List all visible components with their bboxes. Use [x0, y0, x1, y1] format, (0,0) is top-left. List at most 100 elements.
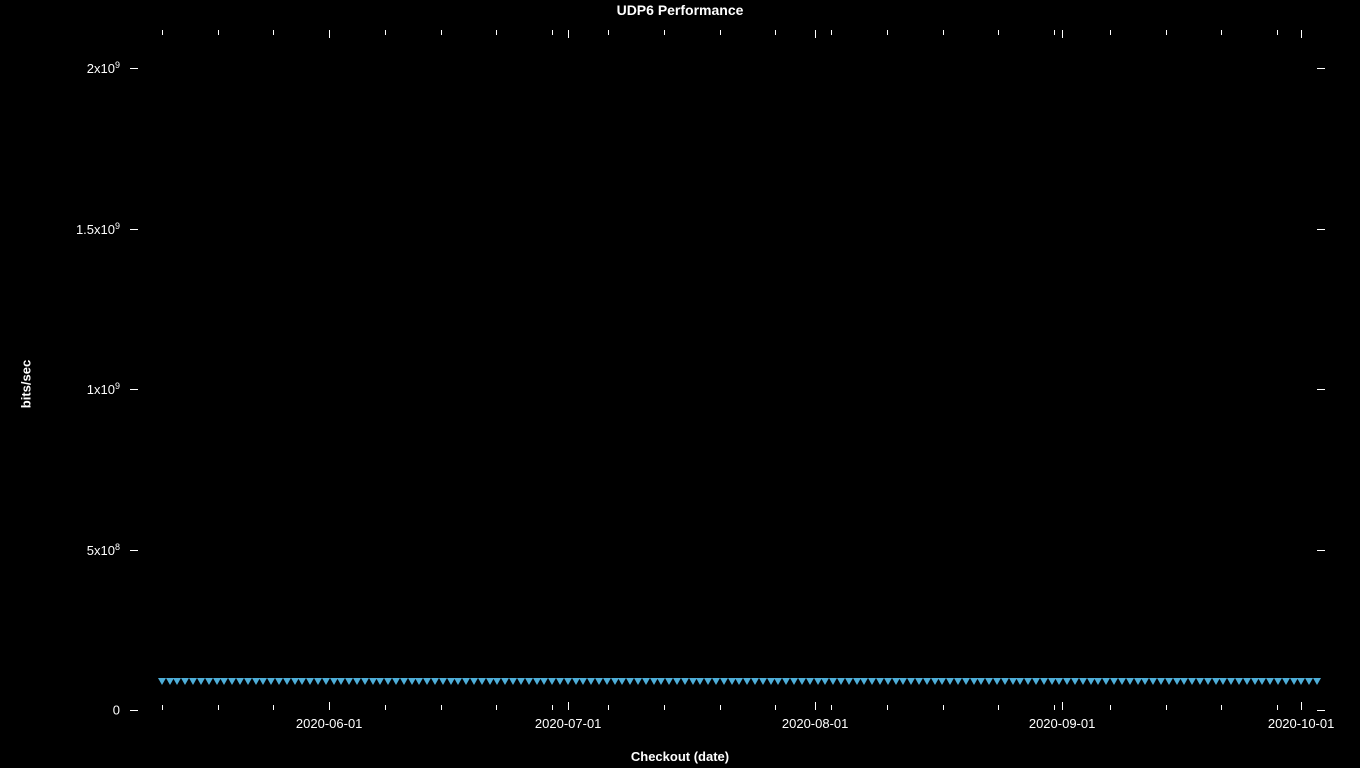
data-point	[408, 678, 416, 685]
data-point	[213, 678, 221, 685]
data-point	[337, 678, 345, 685]
data-point	[501, 678, 509, 685]
data-point	[728, 678, 736, 685]
data-point	[821, 678, 829, 685]
data-point	[173, 678, 181, 685]
data-point	[993, 678, 1001, 685]
plot-area	[130, 30, 1325, 710]
x-minor-tick	[552, 30, 553, 35]
x-minor-tick	[273, 705, 274, 710]
data-point	[1290, 678, 1298, 685]
data-point	[252, 678, 260, 685]
x-minor-tick	[1166, 705, 1167, 710]
y-tick-label: 2x109	[87, 60, 120, 76]
x-tick-label: 2020-06-01	[296, 716, 363, 731]
data-point	[1071, 678, 1079, 685]
data-point	[665, 678, 673, 685]
data-point	[322, 678, 330, 685]
data-point	[525, 678, 533, 685]
x-minor-tick	[1110, 705, 1111, 710]
y-tick	[130, 550, 138, 551]
data-point	[696, 678, 704, 685]
x-tick-label: 2020-09-01	[1029, 716, 1096, 731]
data-point	[626, 678, 634, 685]
y-tick	[130, 68, 138, 69]
data-point	[806, 678, 814, 685]
data-point	[400, 678, 408, 685]
data-point	[767, 678, 775, 685]
data-point	[1173, 678, 1181, 685]
x-tick	[1301, 30, 1302, 38]
data-point	[353, 678, 361, 685]
x-minor-tick	[664, 30, 665, 35]
data-point	[657, 678, 665, 685]
data-point	[1102, 678, 1110, 685]
data-point	[634, 678, 642, 685]
x-minor-tick	[720, 705, 721, 710]
data-point	[1087, 678, 1095, 685]
x-tick	[815, 702, 816, 710]
x-minor-tick	[775, 705, 776, 710]
x-minor-tick	[441, 705, 442, 710]
data-point	[1149, 678, 1157, 685]
x-minor-tick	[664, 705, 665, 710]
x-minor-tick	[943, 705, 944, 710]
data-point	[1040, 678, 1048, 685]
data-point	[291, 678, 299, 685]
x-minor-tick	[1110, 30, 1111, 35]
data-point	[892, 678, 900, 685]
data-point	[423, 678, 431, 685]
x-minor-tick	[496, 30, 497, 35]
data-point	[1219, 678, 1227, 685]
data-point	[267, 678, 275, 685]
data-point	[306, 678, 314, 685]
data-point	[384, 678, 392, 685]
x-tick-label: 2020-07-01	[535, 716, 602, 731]
x-tick	[1301, 702, 1302, 710]
data-point	[1141, 678, 1149, 685]
x-minor-tick	[162, 705, 163, 710]
data-point	[860, 678, 868, 685]
data-point	[579, 678, 587, 685]
x-tick	[815, 30, 816, 38]
data-point	[603, 678, 611, 685]
data-point	[392, 678, 400, 685]
y-tick	[130, 229, 138, 230]
data-point	[1305, 678, 1313, 685]
data-point	[415, 678, 423, 685]
data-point	[1282, 678, 1290, 685]
data-point	[376, 678, 384, 685]
data-point	[158, 678, 166, 685]
data-point	[759, 678, 767, 685]
x-minor-tick	[1054, 705, 1055, 710]
data-point	[454, 678, 462, 685]
x-minor-tick	[775, 30, 776, 35]
x-tick	[1062, 30, 1063, 38]
data-point	[1243, 678, 1251, 685]
data-point	[1118, 678, 1126, 685]
data-point	[486, 678, 494, 685]
data-point	[462, 678, 470, 685]
x-minor-tick	[162, 30, 163, 35]
data-point	[298, 678, 306, 685]
data-point	[970, 678, 978, 685]
y-tick-label: 0	[113, 703, 120, 718]
data-point	[829, 678, 837, 685]
data-point	[189, 678, 197, 685]
data-point	[899, 678, 907, 685]
data-point	[283, 678, 291, 685]
data-point	[1055, 678, 1063, 685]
data-point	[681, 678, 689, 685]
x-tick	[568, 30, 569, 38]
data-point	[814, 678, 822, 685]
data-point	[1180, 678, 1188, 685]
data-point	[1165, 678, 1173, 685]
y-tick	[1317, 229, 1325, 230]
data-point	[611, 678, 619, 685]
data-point	[1110, 678, 1118, 685]
data-point	[220, 678, 228, 685]
x-minor-tick	[1166, 30, 1167, 35]
data-point	[1063, 678, 1071, 685]
x-axis-label: Checkout (date)	[0, 749, 1360, 764]
data-point	[650, 678, 658, 685]
